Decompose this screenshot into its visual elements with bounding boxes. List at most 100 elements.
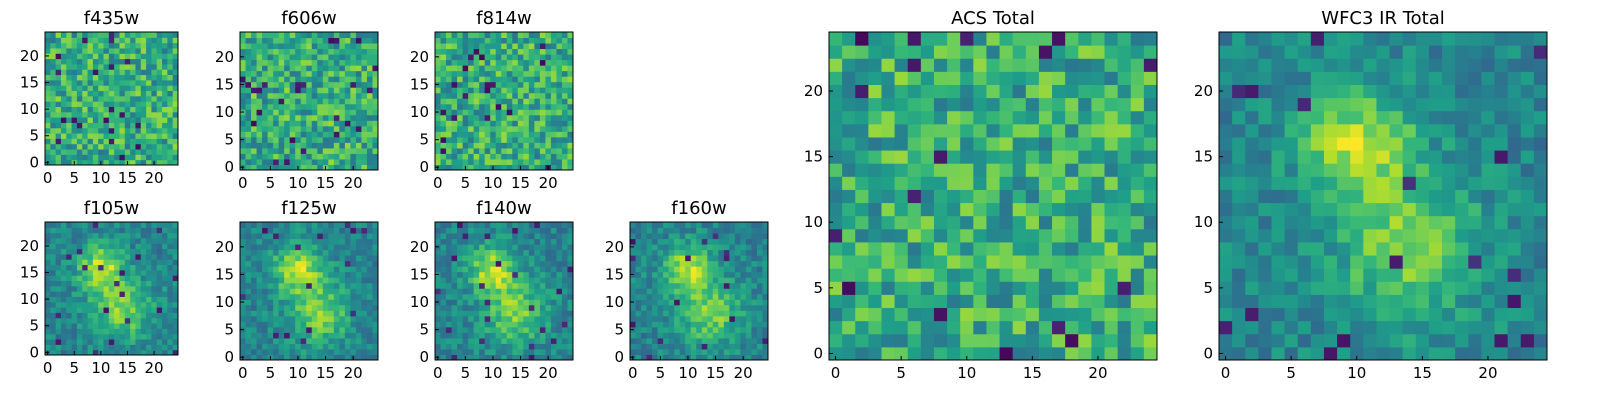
heatmap-cell — [167, 339, 174, 345]
heatmap-cell — [440, 125, 447, 132]
heatmap-cell — [76, 264, 83, 271]
heatmap-cell — [484, 158, 491, 165]
heatmap-cell — [339, 70, 346, 77]
heatmap-cell — [289, 120, 296, 127]
heatmap-cell — [561, 337, 568, 344]
heatmap-cell — [114, 74, 120, 81]
heatmap-cell — [490, 109, 497, 116]
heatmap-cell — [512, 299, 519, 306]
heatmap-cell — [300, 293, 307, 300]
heatmap-cell — [484, 37, 491, 44]
heatmap-cell — [490, 326, 497, 333]
heatmap-cell — [311, 158, 318, 165]
heatmap-cell — [462, 332, 469, 339]
heatmap-cell — [635, 222, 642, 229]
heatmap-cell — [712, 332, 719, 339]
heatmap-cell — [674, 304, 681, 311]
heatmap-cell — [1012, 215, 1027, 230]
heatmap-cell — [71, 42, 78, 49]
heatmap-cell — [756, 348, 763, 355]
heatmap-cell — [273, 304, 280, 311]
heatmap-cell — [322, 76, 329, 83]
heatmap-cell — [278, 288, 285, 295]
heatmap-cell — [366, 125, 373, 132]
heatmap-cell — [98, 138, 105, 145]
heatmap-cell — [289, 266, 296, 273]
heatmap-cell — [539, 43, 546, 50]
heatmap-cell — [1143, 307, 1158, 322]
heatmap-cell — [690, 315, 697, 322]
heatmap-cell — [457, 120, 464, 127]
heatmap-cell — [108, 275, 115, 282]
heatmap-cell — [333, 59, 340, 66]
heatmap-cell — [920, 163, 935, 177]
heatmap-cell — [457, 227, 464, 234]
heatmap-cell — [679, 299, 686, 306]
heatmap-cell — [135, 222, 142, 228]
heatmap-cell — [855, 202, 869, 217]
heatmap-cell — [723, 354, 730, 361]
heatmap-cell — [668, 249, 675, 256]
heatmap-cell — [55, 63, 62, 70]
heatmap-cell — [986, 189, 1001, 204]
heatmap-cell — [146, 296, 152, 303]
heatmap-cell — [751, 354, 758, 361]
heatmap-cell — [457, 142, 464, 149]
heatmap-cell — [679, 321, 686, 328]
heatmap-cell — [317, 37, 324, 44]
heatmap-cell — [1117, 136, 1132, 151]
heatmap-cell — [907, 136, 922, 151]
heatmap-cell — [55, 333, 62, 340]
heatmap-cell — [550, 70, 557, 77]
heatmap-cell — [135, 122, 142, 129]
heatmap-cell — [55, 328, 62, 335]
heatmap-cell — [322, 37, 329, 44]
heatmap-cell — [306, 54, 313, 61]
heatmap-cell — [262, 125, 269, 132]
heatmap-cell — [973, 228, 987, 243]
heatmap-cell — [103, 307, 110, 313]
heatmap-cell — [440, 43, 447, 50]
heatmap-cell — [350, 222, 357, 229]
heatmap-cell — [490, 48, 497, 55]
heatmap-cell — [328, 48, 335, 55]
heatmap-cell — [355, 288, 362, 295]
heatmap-cell — [829, 333, 843, 348]
heatmap-cell — [663, 255, 670, 262]
heatmap-cell — [71, 138, 78, 145]
heatmap-cell — [668, 227, 675, 234]
heatmap-cell — [300, 32, 307, 39]
heatmap-cell — [60, 349, 67, 356]
heatmap-cell — [306, 343, 313, 350]
heatmap-cell — [751, 244, 758, 251]
heatmap-cell — [495, 92, 502, 99]
heatmap-cell — [108, 159, 115, 166]
heatmap-cell — [267, 136, 274, 143]
heatmap-cell — [108, 58, 115, 65]
heatmap-cell — [668, 282, 675, 289]
heatmap-cell — [528, 332, 535, 339]
heatmap-cell — [339, 92, 346, 99]
heatmap-cell — [534, 76, 541, 83]
heatmap-cell — [495, 103, 502, 110]
heatmap-cell — [506, 32, 513, 39]
heatmap-cell — [76, 344, 83, 351]
heatmap-cell — [82, 301, 89, 308]
heatmap-cell — [718, 348, 725, 355]
heatmap-cell — [66, 138, 73, 145]
heatmap-cell — [245, 48, 252, 55]
heatmap-cell — [267, 337, 274, 344]
heatmap-cell — [718, 293, 725, 300]
heatmap-cell — [473, 332, 480, 339]
heatmap-cell — [167, 79, 174, 86]
heatmap-cell — [350, 304, 357, 311]
heatmap-cell — [635, 277, 642, 284]
heatmap-cell — [473, 81, 480, 88]
y-tick-label: 0 — [224, 348, 234, 366]
heatmap-cell — [311, 54, 318, 61]
heatmap-cell — [300, 131, 307, 138]
heatmap-cell — [135, 143, 142, 150]
heatmap-cell — [167, 275, 174, 282]
heatmap-cell — [501, 293, 508, 300]
heatmap-cell — [76, 117, 83, 123]
